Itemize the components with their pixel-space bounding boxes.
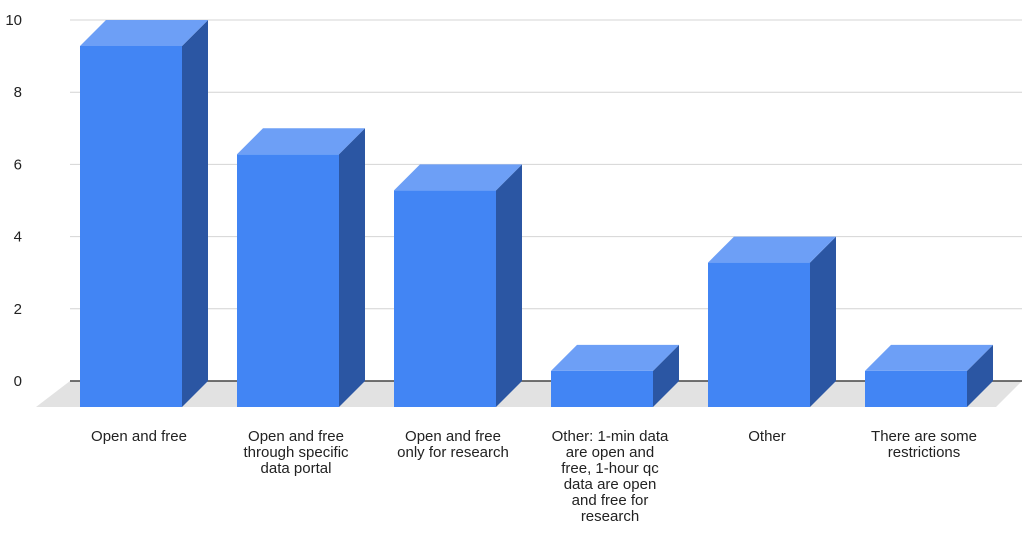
bar-side-face — [339, 128, 365, 408]
bar-top-face — [394, 164, 522, 191]
bar-top-face — [80, 20, 208, 46]
bar-3 — [394, 164, 522, 407]
x-category-label-line: only for research — [397, 444, 509, 461]
bar-top-face — [551, 344, 679, 371]
y-tick-label: 10 — [5, 12, 22, 29]
bar-side-face — [496, 164, 522, 407]
x-category-label-line: free, 1-hour qc — [561, 460, 659, 477]
x-category-label: Other — [748, 428, 786, 445]
y-tick-label: 8 — [14, 84, 22, 101]
bar-4 — [551, 344, 679, 407]
x-category-label-line: data are open — [564, 476, 657, 493]
bar-6 — [865, 344, 993, 407]
bar-top-face — [865, 344, 993, 371]
y-axis-ticks: 0 2 4 6 8 10 — [5, 12, 22, 390]
x-category-label-line: Open and free — [91, 428, 187, 445]
bar-5 — [708, 236, 836, 407]
x-category-label-line: through specific — [243, 444, 349, 461]
y-tick-label: 4 — [14, 229, 22, 246]
x-category-label-line: There are some — [871, 428, 977, 445]
x-category-label-line: Other: 1-min data — [552, 428, 669, 445]
bar-side-face — [810, 236, 836, 407]
bars — [80, 20, 993, 408]
x-category-label: Open and free through specific data portal — [243, 428, 349, 477]
x-axis-labels: Open and free Open and free through specif… — [91, 428, 977, 525]
bar-2 — [237, 128, 365, 408]
bar-front-face — [80, 46, 182, 407]
gridlines — [70, 19, 1022, 310]
bar-front-face — [237, 154, 339, 407]
bar-front-face — [865, 370, 967, 407]
bar-front-face — [708, 262, 810, 407]
bar-top-face — [708, 236, 836, 263]
x-category-label-line: are open and — [566, 444, 654, 461]
x-category-label-line: Open and free — [248, 428, 344, 445]
x-category-label-line: Open and free — [405, 428, 501, 445]
y-tick-label: 0 — [14, 373, 22, 390]
y-tick-label: 6 — [14, 156, 22, 173]
bar-side-face — [182, 20, 208, 407]
bar-side-face — [653, 344, 679, 407]
x-category-label-line: research — [581, 508, 639, 525]
bar-top-face — [237, 128, 365, 155]
x-category-label-line: Other — [748, 428, 786, 445]
x-category-label: Other: 1-min data are open and free, 1-hou… — [552, 428, 669, 525]
bar-1 — [80, 20, 208, 407]
x-category-label-line: restrictions — [888, 444, 961, 461]
x-category-label: Open and free only for research — [397, 428, 509, 461]
bar-front-face — [394, 190, 496, 407]
y-tick-label: 2 — [14, 301, 22, 318]
x-category-label-line: data portal — [261, 460, 332, 477]
bar-front-face — [551, 370, 653, 407]
bar-side-face — [967, 344, 993, 407]
x-category-label: There are some restrictions — [871, 428, 977, 461]
x-category-label-line: and free for — [572, 492, 649, 509]
x-category-label: Open and free — [91, 428, 187, 445]
